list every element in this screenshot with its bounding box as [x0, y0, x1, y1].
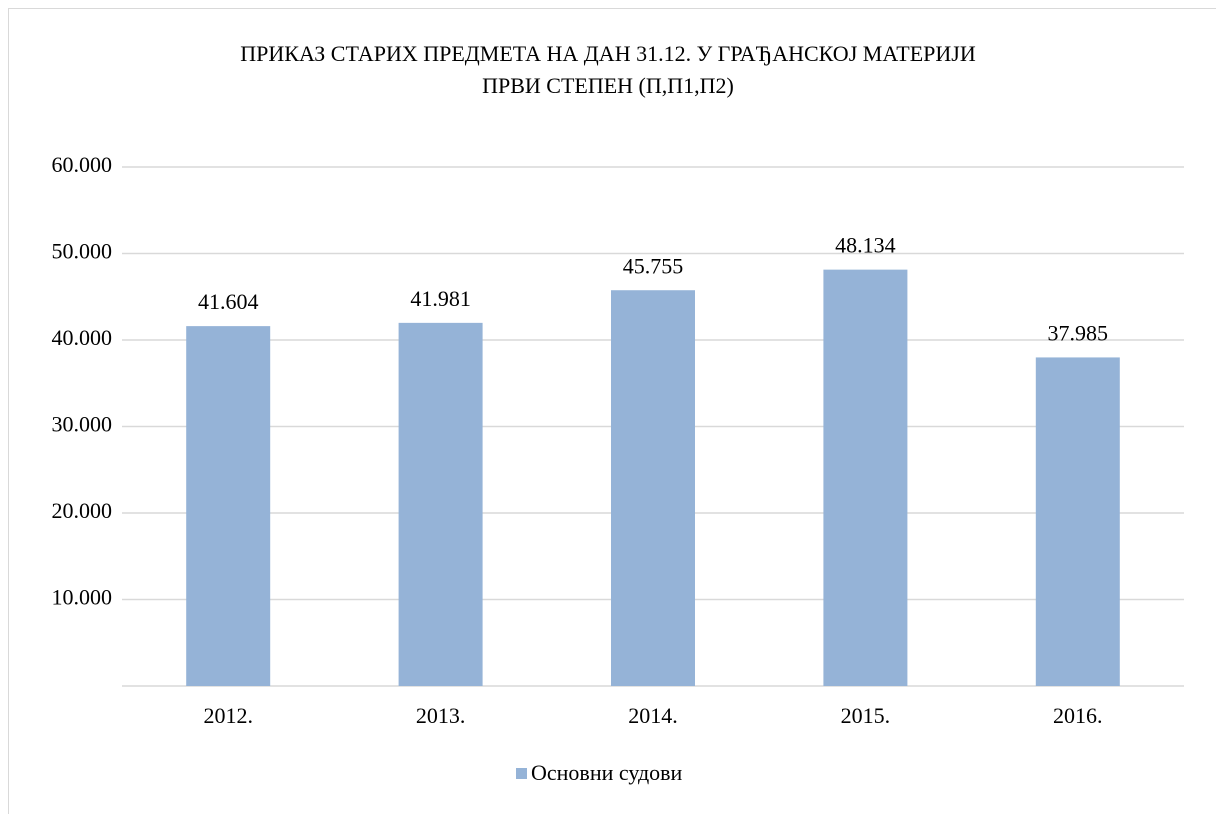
- bar: [186, 326, 271, 686]
- chart-title: ПРИКАЗ СТАРИХ ПРЕДМЕТА НА ДАН 31.12. У Г…: [240, 41, 976, 66]
- legend-label: Основни судови: [531, 760, 683, 785]
- bar: [611, 290, 695, 686]
- x-tick-label: 2013.: [416, 703, 466, 728]
- x-tick-label: 2014.: [628, 703, 678, 728]
- data-label: 37.985: [1048, 320, 1109, 345]
- bar: [823, 269, 908, 686]
- x-tick-label: 2012.: [203, 703, 253, 728]
- chart-title: ПРВИ СТЕПЕН (П,П1,П2): [482, 73, 734, 98]
- bar: [398, 322, 483, 686]
- data-label: 45.755: [623, 253, 684, 278]
- y-tick-label: 40.000: [52, 325, 113, 350]
- y-tick-label: 50.000: [52, 239, 113, 264]
- data-label: 41.604: [198, 289, 259, 314]
- bar: [1035, 357, 1120, 686]
- x-tick-label: 2016.: [1053, 703, 1103, 728]
- data-label: 41.981: [410, 286, 471, 311]
- legend-swatch: [516, 768, 527, 779]
- chart-frame: [8, 8, 1216, 814]
- data-label: 48.134: [835, 233, 896, 258]
- y-tick-label: 60.000: [52, 152, 113, 177]
- x-tick-label: 2015.: [841, 703, 891, 728]
- y-tick-label: 20.000: [52, 498, 113, 523]
- y-tick-label: 30.000: [52, 412, 113, 437]
- y-tick-label: 10.000: [52, 585, 113, 610]
